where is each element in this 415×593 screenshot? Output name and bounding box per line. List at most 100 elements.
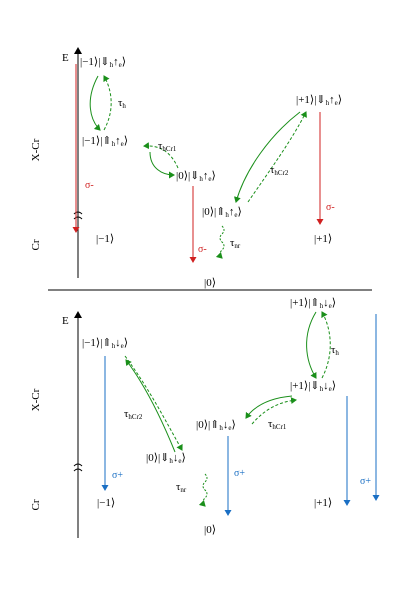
text-part: Cr [30, 239, 42, 250]
label: |0⟩|⇓h↑e⟩ [176, 170, 216, 183]
text-part: ⟩ [238, 206, 242, 218]
subscript: h [219, 424, 223, 432]
text-part: ⟩ [332, 380, 336, 392]
label: |0⟩ [204, 277, 216, 289]
text-part: τ [270, 164, 275, 176]
text-part: X-Cr [30, 138, 42, 161]
subscript: e [119, 61, 122, 69]
text-part: |0⟩|⇑ [202, 206, 225, 218]
subscript: e [228, 424, 231, 432]
text-part: ↓ [173, 452, 179, 464]
text-part: ⟩ [124, 337, 128, 349]
text-part: |+1⟩|⇓ [296, 94, 326, 106]
label: τh [118, 97, 126, 110]
label: |+1⟩|⇓h↓e⟩ [290, 380, 336, 393]
text-part: τ [230, 237, 235, 249]
subscript: e [121, 342, 124, 350]
text-part: |0⟩|⇑ [196, 419, 219, 431]
subscript: h [112, 140, 116, 148]
subscript: nr [234, 242, 241, 250]
label: |−1⟩|⇑h↓e⟩ [82, 337, 128, 350]
label: X-Cr [30, 138, 42, 161]
subscript: h [110, 61, 114, 69]
subscript: h [335, 349, 339, 357]
label: |−1⟩ [97, 497, 115, 509]
text-part: ↓ [115, 337, 121, 349]
label: |+1⟩|⇓h↑e⟩ [296, 94, 342, 107]
text-part: E [62, 52, 69, 64]
subscript: e [329, 385, 332, 393]
label: |−1⟩|⇓h↑e⟩ [80, 56, 126, 69]
label: σ- [85, 180, 94, 191]
label: E [62, 315, 69, 327]
text-part: ↑ [115, 135, 121, 147]
text-part: σ- [85, 180, 94, 191]
label: |0⟩ [204, 524, 216, 536]
text-part: |−1⟩|⇑ [82, 337, 112, 349]
text-part: |−1⟩|⇓ [80, 56, 110, 68]
subscript: nr [180, 486, 187, 494]
subscript: h [112, 342, 116, 350]
subscript: e [208, 175, 211, 183]
subscript: h [326, 99, 330, 107]
label: Cr [30, 239, 42, 250]
text-part: E [62, 315, 69, 327]
subscript: h [320, 302, 324, 310]
text-part: σ+ [112, 470, 123, 481]
label: τhCr2 [124, 408, 143, 421]
text-part: |0⟩ [204, 277, 216, 289]
text-part: ⟩ [182, 452, 186, 464]
text-part: σ+ [360, 476, 371, 487]
subscript: h [199, 175, 203, 183]
label: σ- [198, 244, 207, 255]
subscript: h [320, 385, 324, 393]
subscript: hCr2 [274, 169, 289, 177]
text-part: X-Cr [30, 388, 42, 411]
text-part: |+1⟩ [314, 233, 332, 245]
subscript: e [335, 99, 338, 107]
subscript: h [225, 211, 229, 219]
label: σ+ [234, 468, 245, 479]
label: σ- [326, 202, 335, 213]
subscript: e [178, 457, 181, 465]
text-part: |−1⟩ [97, 497, 115, 509]
label: σ+ [112, 470, 123, 481]
text-part: τ [268, 418, 273, 430]
subscript: h [122, 102, 126, 110]
text-part: |−1⟩|⇑ [82, 135, 112, 147]
label: Cr [30, 499, 42, 510]
label: τh [331, 344, 339, 357]
text-part: ↑ [229, 206, 235, 218]
text-part: |0⟩ [204, 524, 216, 536]
text-part: |0⟩|⇓ [176, 170, 199, 182]
subscript: hCr1 [162, 145, 177, 153]
subscript: e [121, 140, 124, 148]
text-part: ↓ [223, 419, 229, 431]
subscript: e [234, 211, 237, 219]
label: τhCr1 [268, 418, 287, 431]
text-part: |+1⟩|⇑ [290, 297, 320, 309]
label: |−1⟩|⇑h↑e⟩ [82, 135, 128, 148]
subscript: hCr2 [128, 413, 143, 421]
text-part: τ [176, 481, 181, 493]
text-part: |0⟩|⇓ [146, 452, 169, 464]
text-part: ⟩ [232, 419, 236, 431]
text-part: τ [158, 140, 163, 152]
layout [48, 47, 380, 538]
text-part: τ [124, 408, 129, 420]
text-part: τ [118, 97, 123, 109]
label: τhCr1 [158, 140, 177, 153]
text-part: ⟩ [338, 94, 342, 106]
label: |+1⟩ [314, 497, 332, 509]
label: |+1⟩|⇑h↓e⟩ [290, 297, 336, 310]
label: X-Cr [30, 388, 42, 411]
text-part: |−1⟩ [96, 233, 114, 245]
label: E [62, 52, 69, 64]
text-part: τ [331, 344, 336, 356]
text-part: ↓ [323, 380, 329, 392]
subscript: hCr1 [272, 423, 287, 431]
text-part: |+1⟩ [314, 497, 332, 509]
subscript: e [329, 302, 332, 310]
label: τnr [230, 237, 241, 250]
